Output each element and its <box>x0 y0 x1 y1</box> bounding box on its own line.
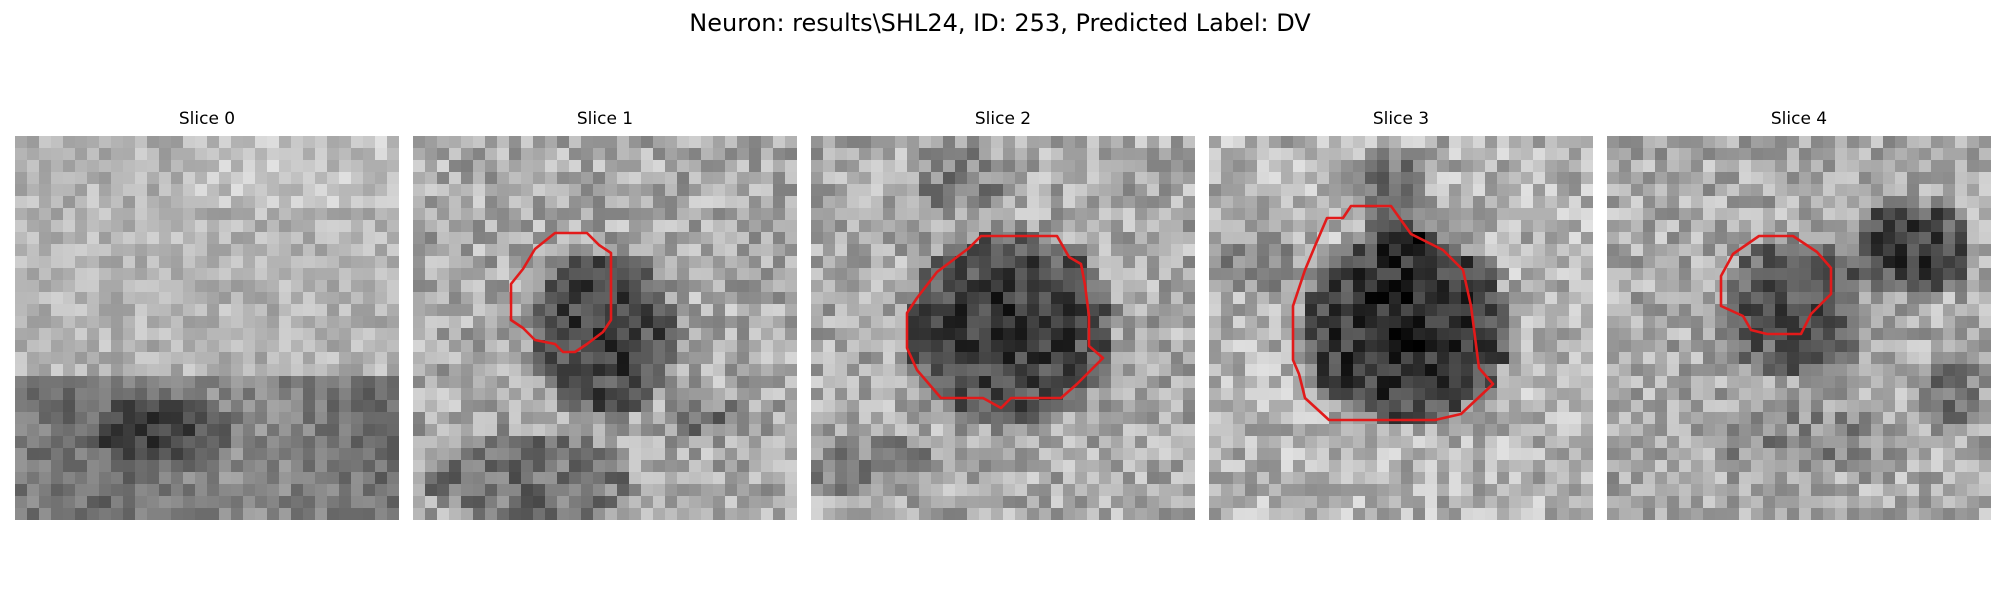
slice-panel-0: Slice 0 <box>15 108 399 520</box>
segmentation-contour <box>905 234 1105 410</box>
slice-title: Slice 4 <box>1770 109 1828 129</box>
slice-panel-3: Slice 3 <box>1209 108 1593 520</box>
slice-panel-4: Slice 4 <box>1607 108 1991 520</box>
slice-panel-2: Slice 2 <box>811 108 1195 520</box>
slice-overlay <box>1291 204 1495 422</box>
grayscale-slice-image <box>1607 136 1991 520</box>
slice-overlay <box>905 234 1105 410</box>
segmentation-contour <box>1291 204 1495 422</box>
grayscale-slice-image <box>1209 136 1593 520</box>
grayscale-slice-image <box>15 136 399 520</box>
slice-overlay <box>509 231 613 354</box>
figure-title: Neuron: results\SHL24, ID: 253, Predicte… <box>689 9 1311 37</box>
slice-title: Slice 3 <box>1372 109 1430 129</box>
slice-overlay <box>15 136 399 520</box>
segmentation-contour <box>509 231 613 354</box>
slice-title: Slice 2 <box>974 109 1032 129</box>
slice-title: Slice 1 <box>576 109 634 129</box>
slice-title: Slice 0 <box>178 109 236 129</box>
slice-overlay <box>1719 234 1833 336</box>
slice-panel-1: Slice 1 <box>413 108 797 520</box>
grayscale-slice-image <box>811 136 1195 520</box>
segmentation-contour <box>1719 234 1833 336</box>
